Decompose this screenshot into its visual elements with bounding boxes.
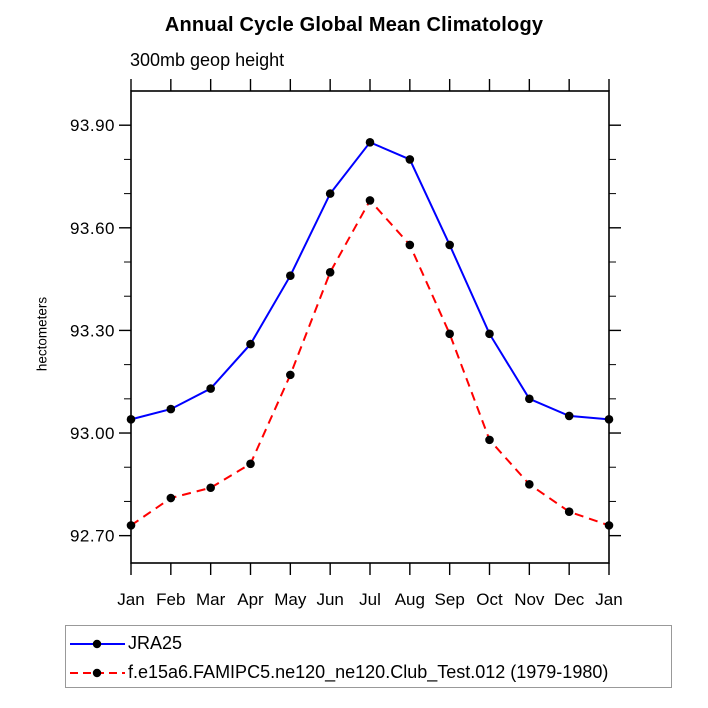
- y-tick-label: 93.60: [70, 219, 115, 238]
- legend-box: JRA25 f.e15a6.FAMIPC5.ne120_ne120.Club_T…: [65, 625, 672, 688]
- data-point-model-10-nov: [525, 480, 534, 489]
- plot-frame: [130, 90, 610, 564]
- chart-title: Annual Cycle Global Mean Climatology: [164, 14, 544, 36]
- legend-label-jra25: JRA25: [128, 633, 183, 653]
- data-point-jra25-0-jan: [126, 415, 136, 424]
- chart-subtitle: 300mb geop height: [130, 50, 285, 70]
- data-point-jra25-4-may: [286, 271, 295, 280]
- data-point-jra25-5-jun: [325, 189, 335, 198]
- data-point-jra25-7-aug: [405, 155, 415, 164]
- legend-swatch-jra25: [70, 639, 125, 648]
- x-tick-label: Oct: [476, 590, 503, 609]
- y-tick-label: 93.30: [70, 321, 115, 340]
- data-point-jra25-1-feb: [166, 404, 176, 414]
- x-tick-label: Jan: [117, 590, 144, 609]
- legend-swatch-model: [70, 668, 125, 677]
- data-point-model-11-dec: [564, 507, 574, 516]
- x-tick-label: Feb: [156, 590, 185, 609]
- y-tick-label: 93.00: [70, 424, 115, 443]
- legend-label-model: f.e15a6.FAMIPC5.ne120_ne120.Club_Test.01…: [128, 662, 609, 682]
- data-point-jra25-9-oct: [485, 329, 494, 339]
- data-point-model-6-jul: [365, 196, 375, 205]
- x-tick-label: Jul: [359, 590, 381, 609]
- data-point-model-4-may: [286, 370, 295, 380]
- legend-marker-dot: [92, 668, 102, 677]
- x-tick-label: May: [274, 590, 307, 609]
- x-tick-label: Nov: [514, 590, 545, 609]
- legend-marker-dot: [92, 639, 102, 648]
- data-point-model-7-aug: [405, 240, 415, 250]
- data-point-jra25-3-apr: [246, 339, 255, 349]
- data-point-jra25-2-mar: [206, 384, 215, 393]
- data-point-model-1-feb: [166, 493, 176, 503]
- legend-entry-model: f.e15a6.FAMIPC5.ne120_ne120.Club_Test.01…: [66, 658, 671, 687]
- series-line-jra25: [130, 141, 610, 421]
- x-tick-label: Jun: [316, 590, 343, 609]
- data-point-jra25-6-jul: [365, 138, 375, 147]
- data-point-model-3-apr: [246, 459, 255, 469]
- data-point-model-5-jun: [325, 267, 335, 277]
- x-tick-label: Mar: [196, 590, 226, 609]
- data-point-jra25-11-dec: [564, 411, 574, 421]
- y-tick-label: 93.90: [70, 116, 115, 135]
- data-point-jra25-8-sep: [445, 240, 454, 250]
- data-point-model-0-jan: [126, 521, 136, 530]
- data-point-jra25-12-jan: [604, 415, 614, 424]
- x-tick-label: Sep: [435, 590, 465, 609]
- data-point-jra25-10-nov: [525, 394, 534, 404]
- data-point-model-8-sep: [445, 329, 454, 339]
- data-point-model-9-oct: [485, 435, 494, 445]
- x-tick-label: Dec: [554, 590, 585, 609]
- x-tick-label: Aug: [395, 590, 425, 609]
- x-tick-label: Apr: [237, 590, 264, 609]
- data-point-model-12-jan: [604, 521, 614, 530]
- x-tick-label: Jan: [595, 590, 622, 609]
- legend-entry-jra25: JRA25: [66, 629, 671, 658]
- series-line-model: [130, 198, 610, 527]
- y-tick-label: 92.70: [70, 527, 115, 546]
- data-point-model-2-mar: [206, 483, 215, 493]
